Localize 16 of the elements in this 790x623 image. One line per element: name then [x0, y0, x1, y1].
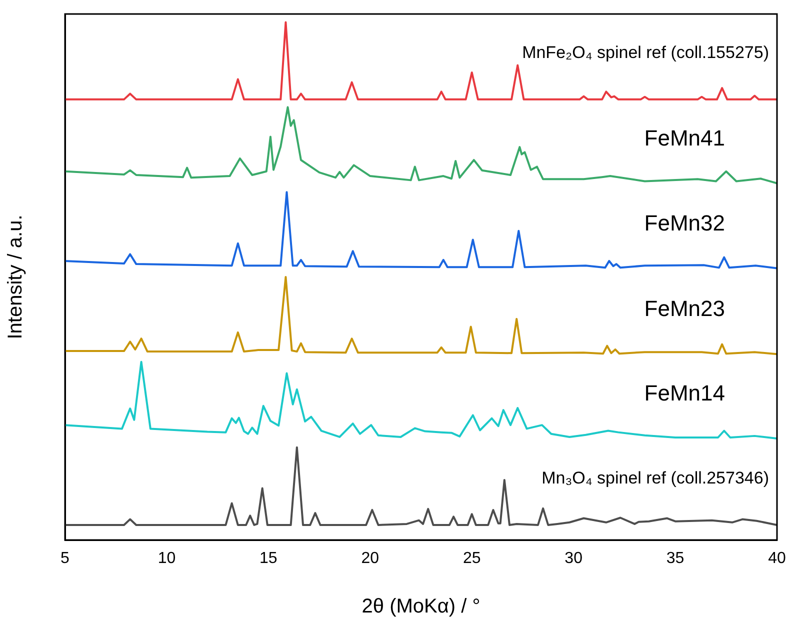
- x-tick-label: 30: [564, 550, 583, 568]
- series-label: FeMn23: [644, 296, 725, 322]
- x-tick-label: 20: [361, 550, 380, 568]
- x-tick-label: 5: [60, 550, 70, 568]
- x-axis-title: 2θ (MoKα) / °: [362, 596, 480, 618]
- y-axis-title: Intensity / a.u.: [4, 214, 27, 340]
- x-tick-label: 40: [768, 550, 786, 568]
- series-label: MnFe₂O₄ spinel ref (coll.155275): [522, 43, 769, 62]
- series-label: Mn₃O₄ spinel ref (coll.257346): [542, 468, 769, 488]
- x-tick-label: 15: [260, 550, 278, 568]
- x-tick-label: 35: [666, 550, 684, 568]
- series-label: FeMn41: [644, 125, 725, 150]
- x-tick-label: 10: [158, 550, 176, 568]
- x-tick-label: 25: [462, 550, 481, 568]
- series-label: FeMn32: [644, 210, 725, 236]
- series-label: FeMn14: [644, 380, 725, 406]
